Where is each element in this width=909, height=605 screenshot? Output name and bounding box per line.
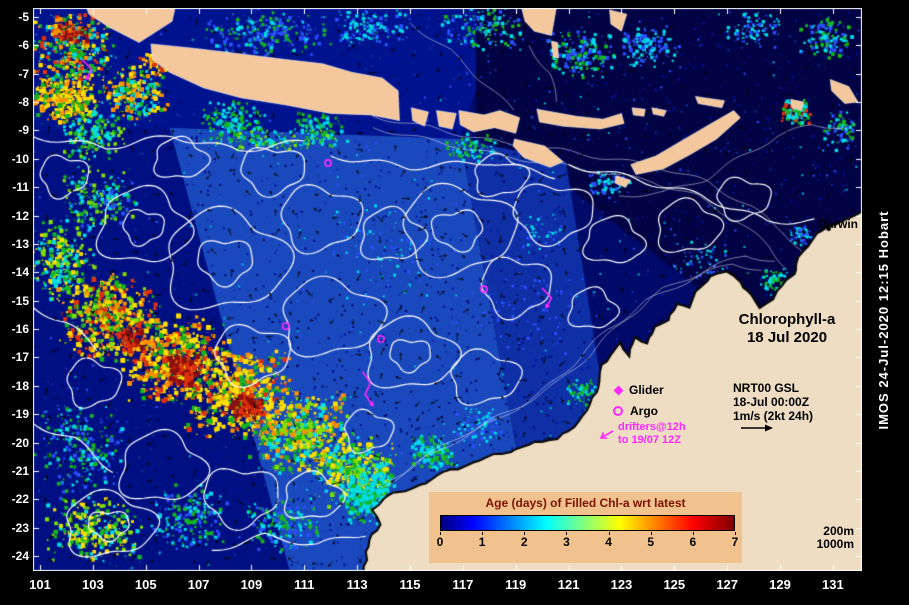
colorbar-tick-label: 0 bbox=[436, 535, 444, 549]
x-tick-label: 105 bbox=[134, 577, 157, 592]
legend-glider-label: Glider bbox=[629, 383, 664, 397]
y-tick-label: -20 bbox=[11, 435, 29, 450]
map-canvas[interactable] bbox=[33, 8, 862, 571]
map-title-date: 18 Jul 2020 bbox=[746, 329, 828, 346]
legend-argo-row: Argo bbox=[613, 404, 658, 418]
x-tick-label: 127 bbox=[716, 577, 739, 592]
x-tick-label: 111 bbox=[294, 577, 315, 592]
colorbar-tick-mark bbox=[566, 532, 568, 535]
gsl-product-label: NRT00 GSL bbox=[733, 381, 800, 395]
legend-drifters-line2: to 19/07 12Z bbox=[618, 434, 681, 446]
gsl-info-block: NRT00 GSL 18-Jul 00:00Z 1m/s (2kt 24h) bbox=[733, 381, 813, 423]
legend-drifters: drifters@12h to 19/07 12Z bbox=[618, 421, 686, 447]
depth-1000m-label: 1000m bbox=[816, 537, 854, 551]
y-tick-label: -15 bbox=[11, 293, 29, 308]
drifter-arrow-icon bbox=[599, 430, 614, 439]
y-tick-label: -11 bbox=[12, 180, 29, 195]
x-tick-label: 121 bbox=[557, 577, 580, 592]
gsl-scale-label: 1m/s (2kt 24h) bbox=[733, 409, 814, 423]
y-tick-label: -5 bbox=[18, 10, 29, 24]
colorbar: Age (days) of Filled Chl-a wrt latest 0 1… bbox=[429, 492, 742, 563]
colorbar-tick-label: 5 bbox=[647, 535, 655, 549]
depth-200m-label: 200m bbox=[823, 524, 854, 538]
glider-diamond-icon bbox=[613, 385, 624, 395]
velocity-scale-arrow-icon bbox=[741, 424, 773, 432]
y-tick-label: -13 bbox=[11, 236, 29, 251]
y-tick-label: -24 bbox=[11, 549, 29, 564]
colorbar-tick-mark bbox=[440, 532, 441, 535]
colorbar-gradient bbox=[440, 515, 735, 531]
y-tick-label: -17 bbox=[11, 350, 29, 365]
colorbar-tick-label: 3 bbox=[563, 535, 570, 549]
city-label-darwin: Darwin bbox=[818, 217, 859, 231]
legend-drifters-line1: drifters@12h bbox=[618, 421, 686, 433]
x-tick-label: 109 bbox=[240, 577, 263, 592]
y-tick-label: -21 bbox=[11, 463, 29, 478]
colorbar-tick-mark bbox=[650, 532, 652, 535]
colorbar-tick-label: 7 bbox=[731, 535, 739, 549]
x-tick-label: 103 bbox=[82, 577, 104, 592]
x-tick-label: 125 bbox=[663, 577, 686, 592]
colorbar-tick-mark bbox=[524, 532, 526, 535]
y-tick-label: -6 bbox=[18, 38, 29, 53]
x-tick-label: 107 bbox=[187, 577, 210, 592]
y-tick-label: -12 bbox=[11, 208, 29, 223]
x-tick-label: 115 bbox=[399, 577, 421, 592]
y-tick-label: -7 bbox=[18, 66, 29, 81]
colorbar-title: Age (days) of Filled Chl-a wrt latest bbox=[485, 496, 686, 510]
x-tick-label: 101 bbox=[29, 577, 51, 592]
map-title: Chlorophyll-a 18 Jul 2020 bbox=[720, 311, 854, 347]
y-tick-label: -9 bbox=[18, 123, 29, 138]
colorbar-tick-mark bbox=[608, 532, 610, 535]
colorbar-tick-mark bbox=[692, 532, 694, 535]
x-tick-label: 117 bbox=[452, 577, 474, 592]
colorbar-tick-label: 4 bbox=[605, 535, 612, 549]
x-tick-label: 119 bbox=[505, 577, 527, 592]
colorbar-tick-label: 1 bbox=[478, 535, 486, 549]
y-tick-label: -14 bbox=[11, 265, 29, 280]
y-tick-label: -23 bbox=[11, 520, 29, 535]
colorbar-tick-label: 6 bbox=[689, 535, 697, 549]
x-tick-label: 123 bbox=[610, 577, 633, 592]
x-tick-label: 131 bbox=[822, 577, 844, 592]
y-tick-label: -18 bbox=[11, 378, 29, 393]
y-tick-label: -10 bbox=[11, 151, 29, 166]
colorbar-tick-mark bbox=[482, 532, 484, 535]
legend-glider-row: Glider bbox=[613, 383, 664, 397]
legend-argo-label: Argo bbox=[630, 404, 658, 418]
argo-circle-icon bbox=[613, 406, 623, 416]
y-tick-label: -22 bbox=[11, 492, 29, 507]
colorbar-tick-mark bbox=[734, 532, 736, 535]
y-tick-label: -19 bbox=[11, 407, 29, 422]
gsl-time-label: 18-Jul 00:00Z bbox=[733, 395, 810, 409]
colorbar-tick-label: 2 bbox=[520, 535, 528, 549]
credit-vertical-text: IMOS 24-Jul-2020 12:15 Hobart bbox=[876, 210, 891, 430]
map-title-variable: Chlorophyll-a bbox=[738, 311, 836, 328]
x-tick-label: 113 bbox=[346, 577, 368, 592]
y-tick-label: -8 bbox=[18, 95, 29, 110]
y-tick-label: -16 bbox=[11, 322, 29, 337]
isobath-depth-labels: 200m 1000m bbox=[806, 525, 854, 551]
x-tick-label: 129 bbox=[769, 577, 791, 592]
